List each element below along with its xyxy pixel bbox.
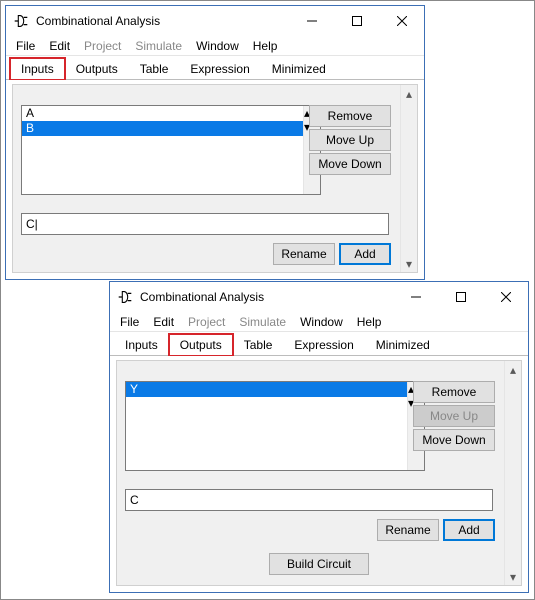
- menubar: File Edit Project Simulate Window Help: [110, 312, 528, 332]
- tabs: Inputs Outputs Table Expression Minimize…: [110, 332, 528, 356]
- tabs: Inputs Outputs Table Expression Minimize…: [6, 56, 424, 80]
- side-buttons: Remove Move Up Move Down: [309, 105, 391, 175]
- window-outputs: Combinational Analysis File Edit Project…: [109, 281, 529, 593]
- remove-button[interactable]: Remove: [309, 105, 391, 127]
- menu-file[interactable]: File: [114, 313, 145, 331]
- scroll-down-icon[interactable]: ▾: [505, 568, 521, 585]
- tab-body: ▴ ▾ A B ▴ ▾ Remove Move Up Mov: [6, 80, 424, 279]
- maximize-button[interactable]: [334, 6, 379, 36]
- tab-inputs[interactable]: Inputs: [10, 58, 65, 80]
- menu-help[interactable]: Help: [247, 37, 284, 55]
- menu-project: Project: [78, 37, 127, 55]
- menu-simulate: Simulate: [233, 313, 292, 331]
- remove-button[interactable]: Remove: [413, 381, 495, 403]
- move-up-button[interactable]: Move Up: [309, 129, 391, 151]
- tab-body: ▴ ▾ Y ▴ ▾ Remove Move Up Move Down: [110, 356, 528, 592]
- tab-minimized[interactable]: Minimized: [365, 334, 441, 356]
- list-item[interactable]: Y: [126, 382, 407, 397]
- panel-scrollbar[interactable]: ▴ ▾: [400, 85, 417, 272]
- name-input[interactable]: C: [125, 489, 493, 511]
- scroll-up-icon[interactable]: ▴: [505, 361, 521, 378]
- tab-inputs[interactable]: Inputs: [114, 334, 169, 356]
- move-up-button: Move Up: [413, 405, 495, 427]
- panel: ▴ ▾ Y ▴ ▾ Remove Move Up Move Down: [116, 360, 522, 586]
- minimize-button[interactable]: [393, 282, 438, 312]
- menu-file[interactable]: File: [10, 37, 41, 55]
- tab-table[interactable]: Table: [129, 58, 180, 80]
- window-title: Combinational Analysis: [140, 290, 393, 304]
- window-inputs: Combinational Analysis File Edit Project…: [5, 5, 425, 280]
- rename-button[interactable]: Rename: [273, 243, 335, 265]
- list-item[interactable]: B: [22, 121, 303, 136]
- close-button[interactable]: [483, 282, 528, 312]
- menu-help[interactable]: Help: [351, 313, 388, 331]
- window-title: Combinational Analysis: [36, 14, 289, 28]
- tab-outputs[interactable]: Outputs: [169, 334, 233, 356]
- menu-window[interactable]: Window: [190, 37, 245, 55]
- tab-table[interactable]: Table: [233, 334, 284, 356]
- inputs-listbox[interactable]: A B ▴ ▾: [21, 105, 321, 195]
- move-down-button[interactable]: Move Down: [413, 429, 495, 451]
- build-circuit-button[interactable]: Build Circuit: [269, 553, 369, 575]
- canvas: Combinational Analysis File Edit Project…: [0, 0, 535, 600]
- add-button[interactable]: Add: [339, 243, 391, 265]
- rename-button[interactable]: Rename: [377, 519, 439, 541]
- menu-simulate: Simulate: [129, 37, 188, 55]
- minimize-button[interactable]: [289, 6, 334, 36]
- app-icon: [116, 288, 134, 306]
- list-item[interactable]: A: [22, 106, 303, 121]
- add-button[interactable]: Add: [443, 519, 495, 541]
- tab-expression[interactable]: Expression: [283, 334, 364, 356]
- name-input[interactable]: C|: [21, 213, 389, 235]
- menu-window[interactable]: Window: [294, 313, 349, 331]
- app-icon: [12, 12, 30, 30]
- side-buttons: Remove Move Up Move Down: [413, 381, 495, 451]
- menu-edit[interactable]: Edit: [147, 313, 180, 331]
- move-down-button[interactable]: Move Down: [309, 153, 391, 175]
- menu-edit[interactable]: Edit: [43, 37, 76, 55]
- scroll-up-icon[interactable]: ▴: [401, 85, 417, 102]
- tab-expression[interactable]: Expression: [179, 58, 260, 80]
- close-button[interactable]: [379, 6, 424, 36]
- titlebar[interactable]: Combinational Analysis: [110, 282, 528, 312]
- scroll-down-icon[interactable]: ▾: [401, 255, 417, 272]
- panel-scrollbar[interactable]: ▴ ▾: [504, 361, 521, 585]
- maximize-button[interactable]: [438, 282, 483, 312]
- tab-minimized[interactable]: Minimized: [261, 58, 337, 80]
- panel: ▴ ▾ A B ▴ ▾ Remove Move Up Mov: [12, 84, 418, 273]
- outputs-listbox[interactable]: Y ▴ ▾: [125, 381, 425, 471]
- menu-project: Project: [182, 313, 231, 331]
- tab-outputs[interactable]: Outputs: [65, 58, 129, 80]
- titlebar[interactable]: Combinational Analysis: [6, 6, 424, 36]
- menubar: File Edit Project Simulate Window Help: [6, 36, 424, 56]
